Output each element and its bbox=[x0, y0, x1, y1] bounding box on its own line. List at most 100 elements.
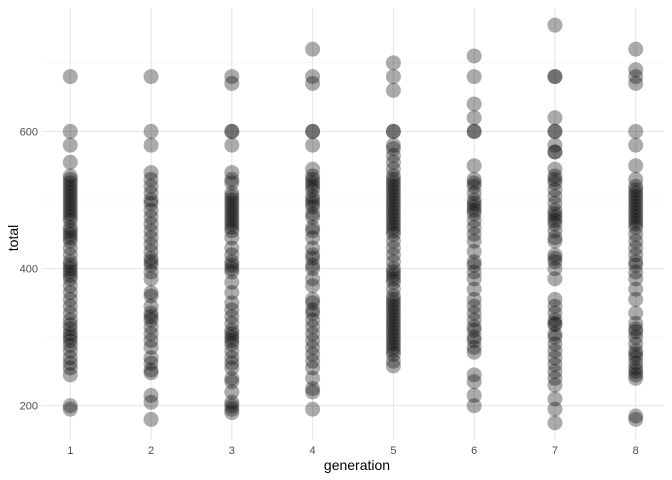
data-point bbox=[224, 216, 240, 232]
data-point bbox=[224, 302, 240, 318]
data-point bbox=[62, 291, 78, 307]
data-point bbox=[466, 192, 482, 208]
data-point bbox=[547, 110, 563, 126]
data-point bbox=[305, 326, 321, 342]
data-point bbox=[305, 195, 321, 211]
data-point bbox=[466, 226, 482, 242]
data-point bbox=[143, 312, 159, 328]
data-point bbox=[466, 178, 482, 194]
data-point bbox=[305, 206, 321, 222]
data-point bbox=[224, 123, 240, 139]
data-point bbox=[305, 250, 321, 266]
data-point bbox=[224, 309, 240, 325]
data-point bbox=[224, 360, 240, 376]
data-point bbox=[385, 161, 401, 177]
data-point bbox=[628, 257, 644, 273]
data-point bbox=[305, 360, 321, 376]
data-point bbox=[224, 326, 240, 342]
data-point bbox=[547, 250, 563, 266]
data-point bbox=[224, 195, 240, 211]
data-point bbox=[628, 264, 644, 280]
data-point bbox=[628, 213, 644, 229]
data-point bbox=[466, 158, 482, 174]
data-point bbox=[224, 398, 240, 414]
data-point bbox=[305, 75, 321, 91]
data-point bbox=[62, 247, 78, 263]
data-point bbox=[385, 195, 401, 211]
data-point bbox=[143, 250, 159, 266]
data-point bbox=[224, 374, 240, 390]
data-point bbox=[305, 346, 321, 362]
data-point bbox=[305, 41, 321, 57]
data-point bbox=[547, 69, 563, 85]
data-point bbox=[547, 161, 563, 177]
data-point bbox=[62, 261, 78, 277]
data-point bbox=[385, 271, 401, 287]
data-point bbox=[305, 302, 321, 318]
data-point bbox=[466, 110, 482, 126]
data-point bbox=[547, 312, 563, 328]
data-point bbox=[143, 230, 159, 246]
data-point bbox=[466, 233, 482, 249]
data-point bbox=[305, 199, 321, 215]
data-point bbox=[547, 206, 563, 222]
data-point bbox=[547, 391, 563, 407]
data-point bbox=[385, 346, 401, 362]
data-point bbox=[385, 358, 401, 374]
data-point bbox=[224, 370, 240, 386]
data-point bbox=[62, 69, 78, 85]
data-point bbox=[224, 219, 240, 235]
data-point bbox=[628, 363, 644, 379]
x-axis-tick-labels: 1 2 3 4 5 6 7 8 bbox=[67, 445, 639, 457]
data-point bbox=[224, 394, 240, 410]
data-point bbox=[466, 257, 482, 273]
data-point bbox=[305, 305, 321, 321]
data-point bbox=[385, 168, 401, 184]
data-point bbox=[224, 350, 240, 366]
data-point bbox=[224, 322, 240, 338]
data-point bbox=[466, 319, 482, 335]
data-point bbox=[385, 189, 401, 205]
data-point bbox=[62, 206, 78, 222]
data-point bbox=[143, 254, 159, 270]
data-point bbox=[466, 48, 482, 64]
data-point bbox=[385, 240, 401, 256]
data-point bbox=[628, 408, 644, 424]
data-point bbox=[628, 199, 644, 215]
data-point bbox=[224, 384, 240, 400]
data-point bbox=[466, 219, 482, 235]
data-point bbox=[628, 189, 644, 205]
data-point bbox=[143, 209, 159, 225]
data-point bbox=[628, 226, 644, 242]
data-point bbox=[143, 223, 159, 239]
data-point bbox=[385, 226, 401, 242]
data-point bbox=[547, 230, 563, 246]
data-point bbox=[628, 321, 644, 337]
data-point bbox=[628, 41, 644, 57]
data-point bbox=[547, 315, 563, 331]
data-point bbox=[385, 261, 401, 277]
data-point bbox=[547, 144, 563, 160]
data-point bbox=[143, 69, 159, 85]
data-point bbox=[466, 123, 482, 139]
x-tick-label: 6 bbox=[471, 445, 477, 457]
data-point bbox=[385, 312, 401, 328]
data-point bbox=[143, 411, 159, 427]
data-point bbox=[547, 291, 563, 307]
data-point bbox=[224, 137, 240, 153]
data-point bbox=[224, 185, 240, 201]
data-point bbox=[385, 315, 401, 331]
data-point bbox=[547, 415, 563, 431]
data-points bbox=[62, 17, 644, 431]
data-point bbox=[385, 322, 401, 338]
data-point bbox=[62, 398, 78, 414]
data-point bbox=[224, 189, 240, 205]
data-point bbox=[224, 202, 240, 218]
data-point bbox=[628, 370, 644, 386]
data-point bbox=[62, 230, 78, 246]
data-point bbox=[224, 285, 240, 301]
data-point bbox=[62, 257, 78, 273]
data-point bbox=[385, 281, 401, 297]
data-point bbox=[466, 264, 482, 280]
data-point bbox=[143, 298, 159, 314]
